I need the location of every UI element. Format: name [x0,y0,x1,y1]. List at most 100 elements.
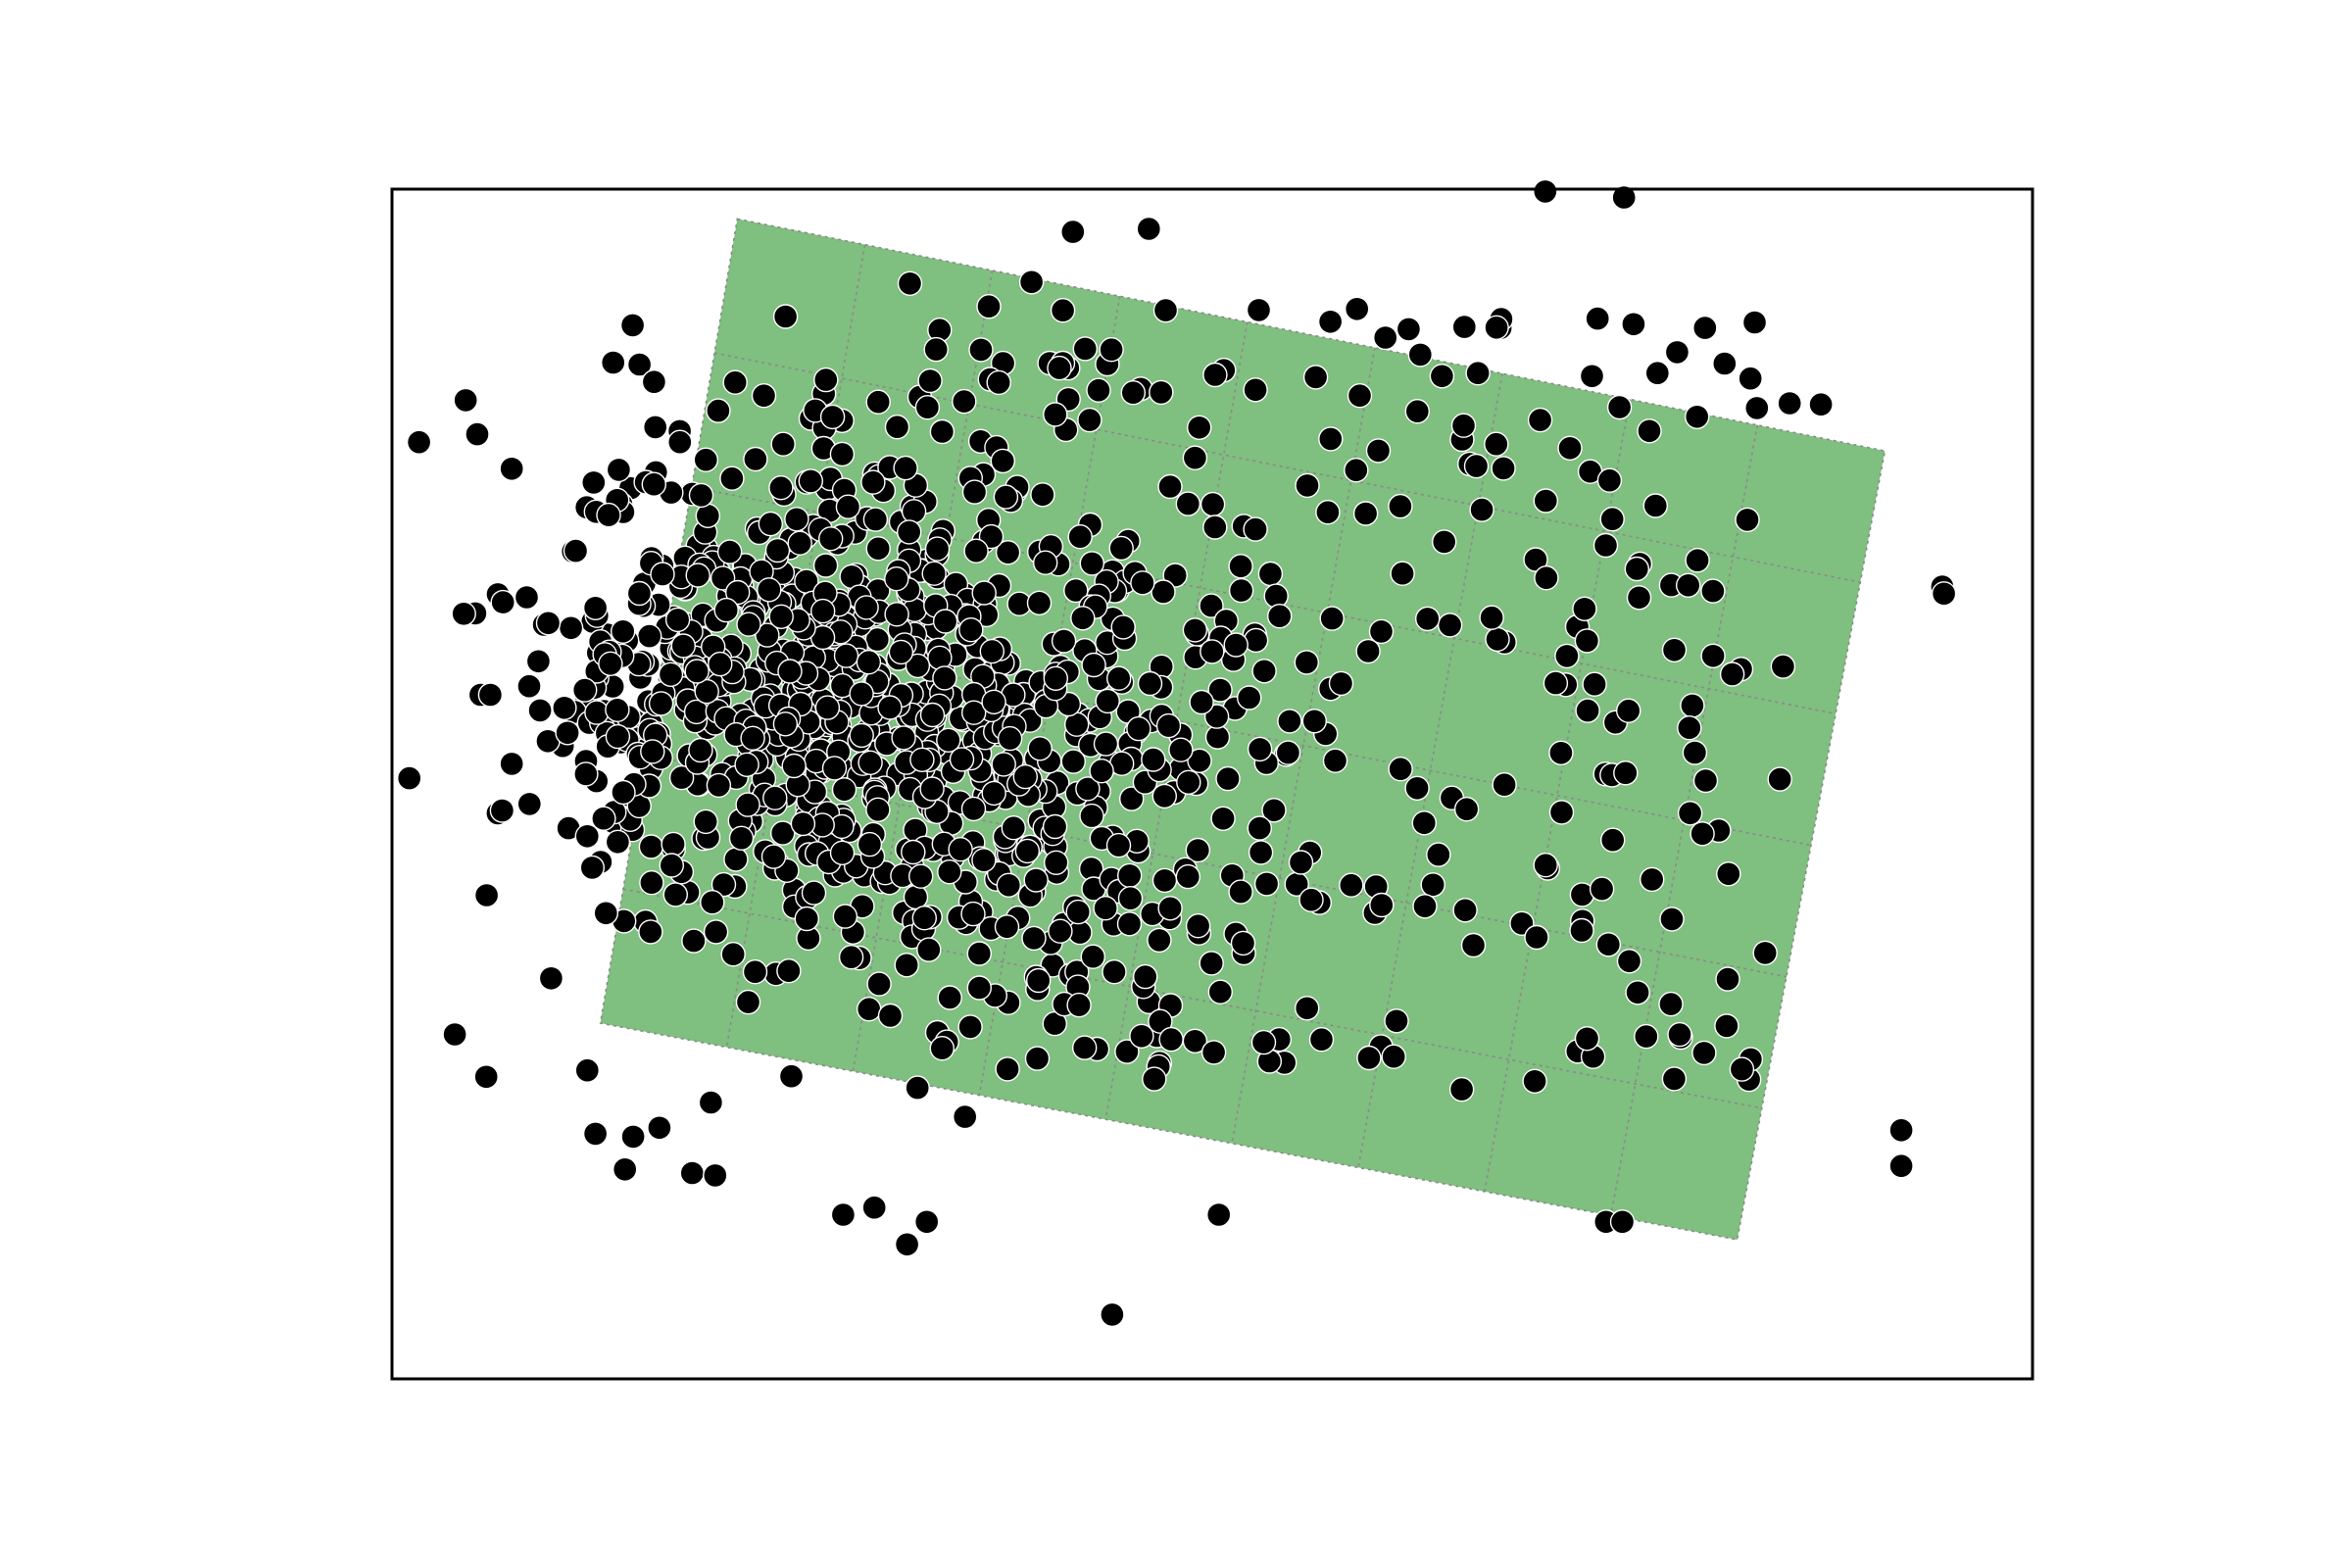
data-point [923,336,949,363]
data-point [465,421,490,447]
data-point [1043,402,1068,427]
data-point [937,985,962,1010]
data-point [1042,813,1068,840]
data-point [1152,297,1179,323]
data-point [1426,842,1451,867]
data-point [1554,643,1580,669]
data-point [787,530,812,556]
data-point [953,1103,978,1130]
data-point [742,959,768,985]
data-point [1579,364,1605,389]
data-point [1368,618,1395,645]
data-point [1301,709,1328,734]
data-point [1315,500,1341,525]
data-point [598,651,623,676]
data-point [661,831,686,858]
data-point [1770,654,1796,679]
data-point [719,466,745,491]
data-point [781,753,807,779]
data-point [971,580,997,606]
data-point [1294,650,1320,675]
data-point [1429,364,1455,389]
data-point [1288,850,1314,875]
data-point [957,1014,983,1040]
data-point [971,848,997,873]
data-point [1210,806,1236,831]
data-point [606,457,632,483]
data-point [1700,643,1726,668]
data-point [710,871,737,898]
data-point [1018,270,1045,295]
data-point [1888,1117,1914,1144]
data-point [1534,565,1559,591]
data-point [1388,493,1413,519]
data-point [1072,336,1099,362]
data-point [914,395,941,420]
data-point [995,1056,1020,1082]
data-point [949,747,975,772]
data-point [968,337,994,363]
data-point [1157,896,1183,921]
data-point [995,540,1021,565]
data-point [1014,838,1041,864]
data-point [1248,840,1274,865]
data-point [593,901,618,926]
data-point [1023,867,1049,893]
data-point [1543,670,1569,696]
data-point [1043,850,1069,875]
data-point [994,914,1020,940]
data-points [397,178,1957,1328]
data-point [1176,769,1201,795]
data-point [516,673,542,699]
data-point [1228,577,1254,604]
data-point [1228,554,1253,579]
data-point [1065,899,1091,925]
data-point [1158,1026,1184,1053]
data-point [685,563,710,588]
data-point [626,352,653,377]
data-point [1105,665,1132,691]
data-point [591,806,616,831]
data-point [693,808,718,835]
data-point [647,1115,672,1141]
data-point [1199,951,1224,976]
data-point [1677,715,1702,741]
data-point [757,577,782,603]
data-point [1615,698,1642,723]
data-point [1492,772,1517,798]
data-point [849,681,874,707]
data-point [582,595,609,620]
data-point [490,589,515,615]
data-point [857,996,882,1022]
data-point [978,523,1004,550]
data-point [914,1209,940,1235]
data-point [762,785,788,810]
data-point [611,779,636,806]
data-point [584,700,610,725]
data-point [1420,872,1446,898]
data-point [1714,1013,1740,1039]
data-point [1639,866,1665,893]
data-point [1001,815,1027,841]
data-point [442,1021,467,1048]
data-point [1223,632,1249,658]
data-point [755,622,780,648]
data-point [1522,1068,1547,1095]
data-point [1246,297,1272,323]
data-point [801,880,827,906]
data-point [648,691,674,716]
data-point [720,942,746,967]
data-point [1185,913,1211,939]
data-point [1533,178,1558,205]
data-point [1186,415,1212,440]
data-point [790,810,816,837]
data-point [1051,628,1077,654]
data-point [897,519,922,545]
data-point [1026,590,1053,615]
data-point [1523,547,1548,572]
data-point [1050,298,1076,323]
data-point [1067,524,1093,550]
data-point [1548,740,1574,765]
data-point [908,863,934,889]
data-point [758,511,783,537]
